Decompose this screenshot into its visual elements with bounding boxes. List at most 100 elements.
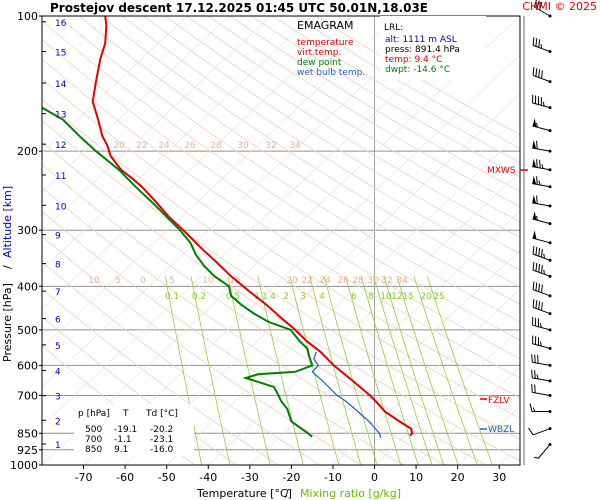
mixing-ratio-label-mid: 10	[88, 276, 100, 286]
wind-barb-shaft	[532, 183, 551, 188]
mixing-ratio-label: 8	[368, 292, 374, 302]
lrl-title: LRL:	[384, 23, 403, 33]
wind-barb-feather	[538, 39, 541, 48]
levels-table-header-t: T	[122, 409, 129, 419]
wind-barb	[532, 140, 552, 153]
lrl-pressure: press: 891.4 hPa	[385, 45, 460, 55]
lrl-altitude: alt: 1111 m ASL	[385, 35, 457, 45]
wind-barb	[532, 67, 552, 84]
isotherm-guide-line	[42, 16, 396, 349]
mixing-ratio-label-mid: 5	[169, 276, 175, 286]
wind-barb-feather	[532, 261, 535, 271]
wind-barb-station	[548, 409, 552, 413]
dry-adiabat-line	[121, 16, 520, 271]
wind-barb	[532, 118, 552, 133]
levels-table-t-700: -1.1	[114, 435, 132, 445]
dry-adiabat-line	[42, 20, 520, 341]
isotherm-guide-line	[42, 16, 230, 193]
mixing-ratio-label-mid: 32	[381, 276, 392, 286]
dry-adiabat-line	[42, 288, 279, 465]
mixing-ratio-label-mid: 22	[301, 276, 312, 286]
mixing-ratio-label-mid: 26	[337, 276, 349, 286]
fzlv-marker-label: FZLV	[488, 396, 510, 406]
mixing-ratio-label-top: 30	[237, 141, 249, 151]
altitude-tick-label: 4	[55, 368, 61, 378]
mixing-ratio-line	[289, 276, 340, 465]
lrl-temperature: temp: 9.4 °C	[385, 55, 442, 65]
x-axis-label-separator: /	[285, 487, 289, 500]
mixing-ratio-line	[257, 276, 304, 465]
wind-barb-feather	[541, 70, 543, 79]
wind-barb	[533, 442, 552, 459]
wind-barb-feather	[531, 369, 533, 378]
wind-barb-pennant	[532, 211, 537, 220]
mixing-ratio-label-mid: 0	[140, 276, 146, 286]
credit-label: CHMI © 2025	[522, 0, 597, 13]
wind-barb-feather	[542, 101, 545, 107]
dry-adiabat-line	[57, 16, 520, 323]
wind-barb	[532, 245, 552, 262]
wind-barb-station	[548, 106, 552, 110]
mixing-ratio-line	[164, 276, 203, 465]
wind-barb-feather	[532, 407, 536, 412]
wind-barb-shaft	[532, 202, 551, 207]
wind-barb-station	[548, 258, 552, 262]
wind-barb-feather	[536, 140, 538, 149]
mixing-ratio-line	[413, 276, 478, 465]
altitude-tick-label: 8	[55, 261, 61, 271]
legend-item-virt-temp: virt.temp.	[297, 48, 341, 58]
series-line-dew-point	[41, 106, 314, 438]
altitude-tick-label: 10	[55, 202, 67, 212]
isotherm-guide-line	[42, 16, 188, 154]
mixing-ratio-label-mid: 28	[352, 276, 364, 286]
mixing-ratio-label: 1	[262, 292, 268, 302]
altitude-tick-label: 7	[55, 288, 61, 298]
wind-barb-shaft	[532, 125, 551, 132]
pressure-tick-label: 600	[17, 359, 38, 372]
mixing-ratio-label-top: 34	[289, 141, 301, 151]
wind-barb-pennant	[532, 158, 537, 168]
mixing-ratio-line	[396, 276, 459, 465]
wind-barb-station	[548, 185, 552, 189]
pressure-tick-label: 200	[17, 145, 38, 158]
legend-item-temperature: temperature	[297, 38, 354, 48]
chart-title: Prostejov descent 17.12.2025 01:45 UTC 5…	[50, 1, 428, 15]
wind-barb-feather	[541, 264, 543, 274]
wind-barb-shaft	[532, 147, 551, 152]
wind-barb-feather	[541, 284, 543, 293]
x-tick-label: -30	[241, 471, 259, 484]
x-tick-label: -50	[158, 471, 176, 484]
isotherm-guide-line	[166, 132, 520, 465]
isotherm-guide-line	[291, 249, 520, 465]
wind-barb	[532, 316, 552, 332]
dry-adiabat-line	[143, 16, 520, 255]
wind-barb	[532, 94, 552, 110]
wind-barb-feather	[540, 43, 543, 49]
wind-barb-shaft	[532, 428, 551, 436]
mixing-ratio-label-mid: 20	[286, 276, 298, 286]
x-axis-label-mixing: Mixing ratio [g/kg]	[300, 487, 401, 500]
dry-adiabat-line	[42, 119, 520, 440]
isotherm-guide-line	[374, 327, 520, 465]
x-tick-label: 0	[371, 471, 378, 484]
wind-barb-feather	[533, 456, 539, 459]
series-layer	[41, 15, 414, 438]
wind-barb-station	[548, 328, 552, 332]
mixing-ratio-line	[345, 276, 402, 465]
wind-barb	[532, 175, 552, 189]
dry-adiabat-line	[186, 16, 520, 223]
wind-barb-station	[548, 442, 552, 446]
wind-barb	[532, 37, 552, 54]
wind-barb	[528, 427, 552, 436]
altitude-tick-label: 13	[55, 111, 66, 121]
mixing-ratio-label-top: 24	[158, 141, 170, 151]
isotherm-guide-line	[249, 210, 520, 465]
wind-barb-feather	[539, 341, 542, 347]
wind-barb	[532, 211, 552, 226]
x-tick-label: -40	[199, 471, 217, 484]
wind-barb-feather	[536, 215, 538, 221]
isotherm-guide-line	[83, 54, 520, 465]
mixing-ratio-label-top: 32	[265, 141, 276, 151]
wind-barb-feather	[539, 159, 541, 169]
